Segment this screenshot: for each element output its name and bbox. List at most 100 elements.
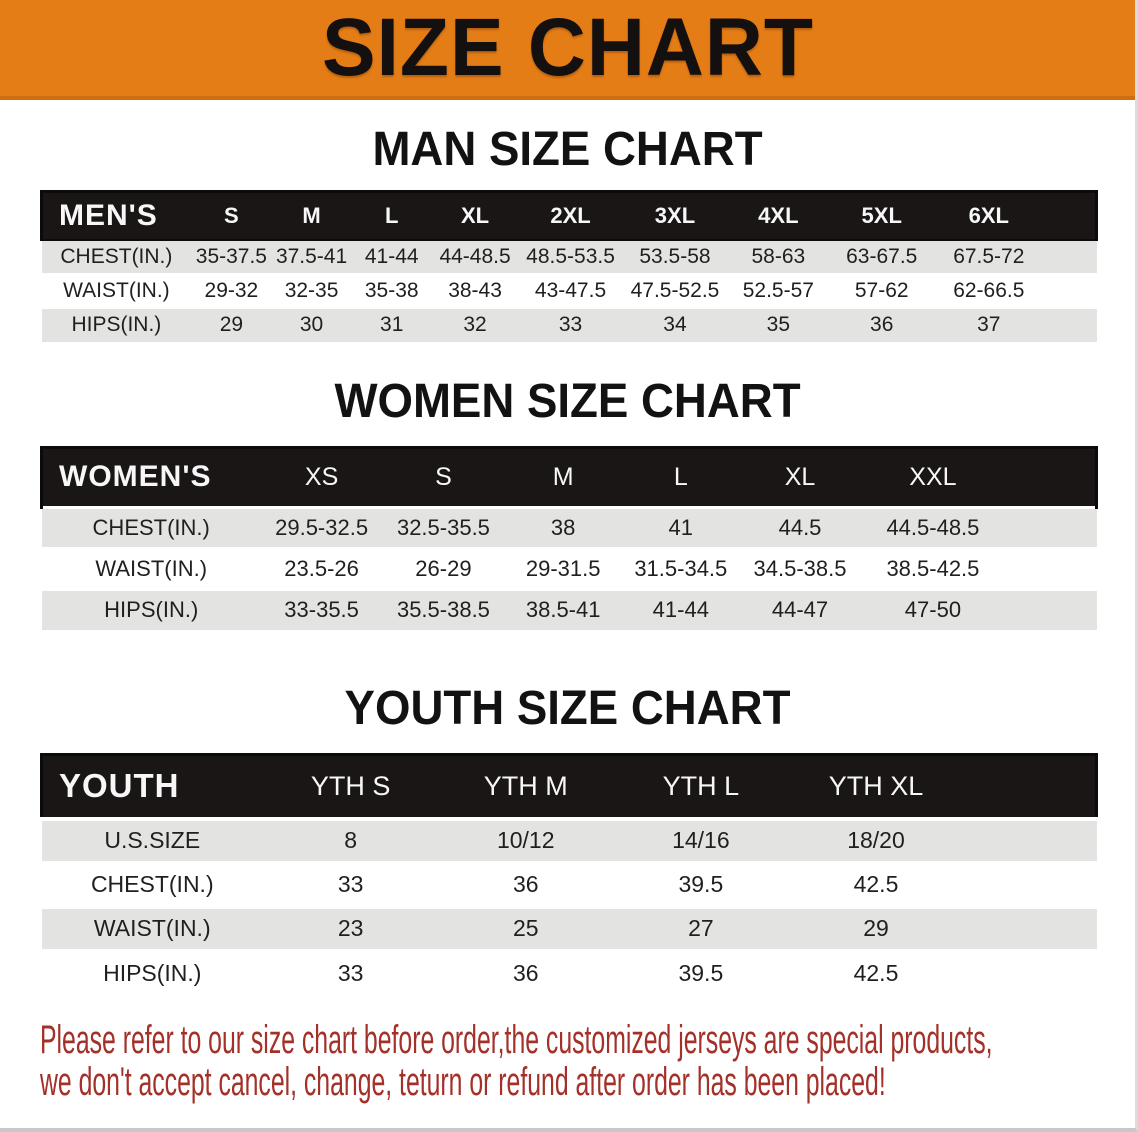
size-value-cell: 32-35 [271,272,352,308]
spacer-cell [1043,272,1097,308]
size-value-cell: 41 [621,505,740,548]
measurement-row: CHEST(IN.) 33 36 39.5 42.5 [41,860,1097,907]
spacer-cell [1005,445,1098,508]
spacer-cell [1043,238,1097,274]
size-value-cell: 42.5 [788,948,964,995]
size-column-header: L [351,190,432,241]
size-value-cell: 35.5-38.5 [382,587,505,630]
size-column-header: XXL [860,445,1006,508]
size-value-cell: 38-43 [431,272,519,308]
row-label: WAIST(IN.) [41,904,264,951]
size-value-cell: 35-38 [351,272,432,308]
row-label: CHEST(IN.) [41,505,261,548]
size-value-cell: 29.5-32.5 [260,505,383,548]
size-value-cell: 67.5-72 [933,238,1044,274]
spacer-cell [1043,306,1097,342]
men-section-title: MAN SIZE CHART [372,123,763,176]
size-value-cell: 48.5-53.5 [518,238,623,274]
size-value-cell: 25 [438,904,614,951]
size-value-cell: 10/12 [438,816,614,863]
size-value-cell: 44-48.5 [431,238,519,274]
size-value-cell: 47-50 [860,587,1006,630]
size-value-cell: 41-44 [621,587,740,630]
size-value-cell: 23.5-26 [260,546,383,589]
size-value-cell: 62-66.5 [933,272,1044,308]
table-corner-label: WOMEN'S [39,445,261,508]
spacer-cell [963,904,1097,951]
row-label: CHEST(IN.) [41,238,192,274]
size-value-cell: 34 [622,306,728,342]
size-column-header: S [191,190,272,241]
youth-size-chart-section: YOUTH SIZE CHART YOUTH YTH S YTH M YTH L YTH… [0,685,1135,995]
table-corner-label: MEN'S [40,190,192,241]
spacer-cell [963,816,1097,863]
size-value-cell: 32.5-35.5 [382,505,505,548]
measurement-row: WAIST(IN.) 29-32 32-35 35-38 38-43 43-47.5 47.… [41,272,1097,308]
size-value-cell: 33 [518,306,623,342]
spacer-cell [1043,190,1098,241]
size-value-cell: 57-62 [829,272,934,308]
size-value-cell: 38.5-41 [504,587,622,630]
size-column-header: 6XL [933,190,1044,241]
size-column-header: YTH M [438,753,614,820]
size-value-cell: 34.5-38.5 [739,546,861,589]
measurement-row: HIPS(IN.) 33 36 39.5 42.5 [41,948,1097,995]
size-header-row: YOUTH YTH S YTH M YTH L YTH XL [40,753,1098,820]
size-value-cell: 44.5 [739,505,861,548]
notice-line-2: we don't accept cancel, change, teturn o… [40,1059,886,1104]
measurement-row: U.S.SIZE 8 10/12 14/16 18/20 [41,816,1097,863]
men-size-table: MEN'S S M L XL 2XL 3XL 4XL 5XL 6XL CHEST(IN.) 35-37… [40,190,1098,342]
spacer-cell [963,753,1098,820]
spacer-cell [1005,546,1097,589]
size-value-cell: 58-63 [727,238,830,274]
measurement-row: HIPS(IN.) 33-35.5 35.5-38.5 38.5-41 41-44 44-… [41,587,1097,630]
row-label: WAIST(IN.) [41,272,192,308]
men-size-chart-section: MAN SIZE CHART MEN'S S M L XL 2XL 3XL 4XL 5XL 6XL… [0,126,1135,342]
size-value-cell: 35-37.5 [191,238,272,274]
size-column-header: 3XL [622,190,728,241]
size-value-cell: 38.5-42.5 [860,546,1006,589]
size-value-cell: 35 [727,306,830,342]
size-column-header: XL [739,445,861,508]
size-value-cell: 36 [829,306,934,342]
size-value-cell: 36 [438,948,614,995]
measurement-row: CHEST(IN.) 29.5-32.5 32.5-35.5 38 41 44.5 44.5… [41,505,1097,548]
size-column-header: XL [431,190,519,241]
spacer-cell [1005,505,1097,548]
women-size-chart-section: WOMEN SIZE CHART WOMEN'S XS S M L XL XXL CHEST(… [0,374,1135,630]
size-value-cell: 27 [613,904,789,951]
size-value-cell: 41-44 [351,238,432,274]
size-value-cell: 39.5 [613,860,789,907]
size-value-cell: 31 [351,306,432,342]
row-label: CHEST(IN.) [41,860,264,907]
women-section-title: WOMEN SIZE CHART [334,374,801,428]
size-value-cell: 23 [263,904,439,951]
size-column-header: S [382,445,505,508]
size-value-cell: 36 [438,860,614,907]
spacer-cell [1005,587,1097,630]
size-value-cell: 29-31.5 [504,546,622,589]
size-value-cell: 47.5-52.5 [622,272,728,308]
size-value-cell: 33 [263,860,439,907]
size-value-cell: 29 [788,904,964,951]
size-value-cell: 14/16 [613,816,789,863]
row-label: HIPS(IN.) [41,587,261,630]
size-value-cell: 26-29 [382,546,505,589]
size-value-cell: 32 [431,306,519,342]
youth-size-table: YOUTH YTH S YTH M YTH L YTH XL U.S.SIZE 8 10/12… [40,753,1098,995]
size-value-cell: 63-67.5 [829,238,934,274]
size-value-cell: 30 [271,306,352,342]
size-value-cell: 44.5-48.5 [860,505,1006,548]
size-value-cell: 8 [263,816,439,863]
women-size-table: WOMEN'S XS S M L XL XXL CHEST(IN.) 29.5-32.5 32.5… [39,445,1098,630]
row-label: U.S.SIZE [41,816,264,863]
banner-title: SIZE CHART [321,2,814,93]
spacer-cell [963,948,1097,995]
measurement-row: WAIST(IN.) 23 25 27 29 [41,904,1097,951]
size-value-cell: 31.5-34.5 [621,546,740,589]
size-value-cell: 42.5 [788,860,964,907]
size-value-cell: 52.5-57 [727,272,830,308]
size-value-cell: 53.5-58 [622,238,728,274]
size-column-header: M [271,190,352,241]
